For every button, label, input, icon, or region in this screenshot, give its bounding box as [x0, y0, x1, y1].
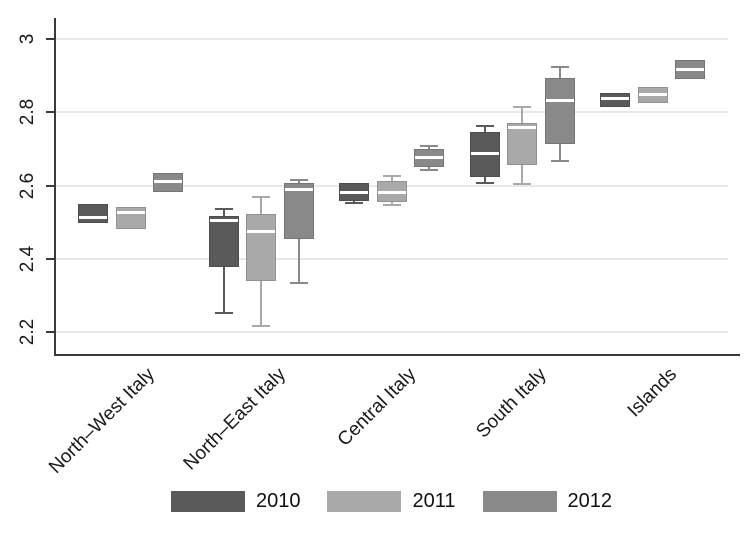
- median-2012-North–West Italy: [154, 180, 182, 183]
- whisker-stem: [559, 144, 561, 161]
- legend-item-2012: 2012: [482, 489, 613, 513]
- x-category-label: North–West Italy: [45, 364, 160, 478]
- whisker-cap: [215, 208, 233, 210]
- median-2011-South Italy: [508, 126, 536, 129]
- y-tick-label: 3: [17, 33, 38, 45]
- y-tick-3: [46, 38, 55, 40]
- whisker-stem: [391, 176, 393, 181]
- median-2012-North–East Italy: [285, 188, 313, 191]
- median-2011-North–West Italy: [117, 211, 145, 214]
- y-tick-label: 2.6: [17, 172, 38, 200]
- legend-swatch-2012: [482, 490, 557, 512]
- whisker-cap: [476, 182, 494, 184]
- y-tick-label: 2.8: [17, 98, 38, 126]
- whisker-cap: [252, 325, 270, 327]
- whisker-cap: [513, 106, 531, 108]
- gridline-2.8: [56, 111, 728, 113]
- median-2010-North–East Italy: [210, 219, 238, 222]
- whisker-stem: [521, 107, 523, 123]
- median-2012-South Italy: [546, 99, 574, 102]
- whisker-cap: [420, 145, 438, 147]
- legend-label: 2010: [255, 489, 301, 512]
- y-tick-label: 2.4: [17, 245, 38, 273]
- box-2011-North–East Italy: [246, 214, 276, 281]
- y-tick-2.2: [46, 331, 55, 333]
- x-category-label: South Italy: [472, 364, 551, 443]
- legend-swatch-2011: [327, 490, 402, 512]
- whisker-stem: [484, 126, 486, 132]
- median-2012-Central Italy: [415, 156, 443, 159]
- box-2012-South Italy: [545, 78, 575, 144]
- median-2011-Central Italy: [378, 191, 406, 194]
- whisker-cap: [290, 179, 308, 181]
- whisker-stem: [559, 67, 561, 78]
- median-2011-North–East Italy: [247, 230, 275, 233]
- legend-label: 2011: [412, 489, 456, 512]
- whisker-stem: [223, 267, 225, 313]
- x-category-label: Central Italy: [333, 364, 421, 451]
- legend: 2010 2011 2012: [55, 488, 728, 514]
- whisker-cap: [252, 196, 270, 198]
- whisker-cap: [476, 125, 494, 127]
- y-tick-2.4: [46, 258, 55, 260]
- legend-item-2010: 2010: [170, 489, 301, 513]
- whisker-cap: [345, 202, 363, 204]
- whisker-cap: [513, 183, 531, 185]
- box-2011-South Italy: [507, 123, 537, 165]
- box-2010-North–West Italy: [78, 204, 108, 223]
- whisker-stem: [298, 239, 300, 283]
- box-2012-North–East Italy: [284, 183, 314, 239]
- whisker-stem: [298, 180, 300, 183]
- median-2010-South Italy: [471, 152, 499, 155]
- box-2010-Islands: [600, 93, 630, 107]
- legend-swatch-2010: [170, 490, 245, 512]
- whisker-stem: [260, 281, 262, 326]
- whisker-stem: [428, 167, 430, 170]
- y-tick-label: 2.2: [17, 318, 38, 346]
- y-axis-line: [54, 18, 56, 356]
- median-2010-Islands: [601, 97, 629, 100]
- whisker-cap: [551, 160, 569, 162]
- whisker-cap: [215, 312, 233, 314]
- median-2010-Central Italy: [340, 191, 368, 194]
- whisker-cap: [420, 169, 438, 171]
- y-tick-2.8: [46, 111, 55, 113]
- whisker-cap: [290, 282, 308, 284]
- box-2010-North–East Italy: [209, 216, 239, 267]
- legend-item-2011: 2011: [327, 489, 456, 513]
- median-2010-North–West Italy: [79, 216, 107, 219]
- gridline-2.2: [56, 331, 728, 333]
- whisker-stem: [260, 197, 262, 214]
- whisker-stem: [223, 209, 225, 216]
- x-category-label: Islands: [623, 364, 682, 422]
- whisker-stem: [521, 165, 523, 184]
- gridline-2.4: [56, 258, 728, 260]
- x-axis-line: [54, 354, 740, 356]
- median-2011-Islands: [639, 93, 667, 96]
- whisker-stem: [484, 177, 486, 183]
- median-2012-Islands: [676, 68, 704, 71]
- whisker-cap: [383, 204, 401, 206]
- gridline-3: [56, 38, 728, 40]
- x-category-label: North–East Italy: [179, 364, 290, 475]
- y-tick-2.6: [46, 185, 55, 187]
- legend-label: 2012: [567, 489, 613, 512]
- whisker-stem: [428, 146, 430, 149]
- whisker-stem: [391, 202, 393, 205]
- whisker-cap: [383, 175, 401, 177]
- whisker-cap: [551, 66, 569, 68]
